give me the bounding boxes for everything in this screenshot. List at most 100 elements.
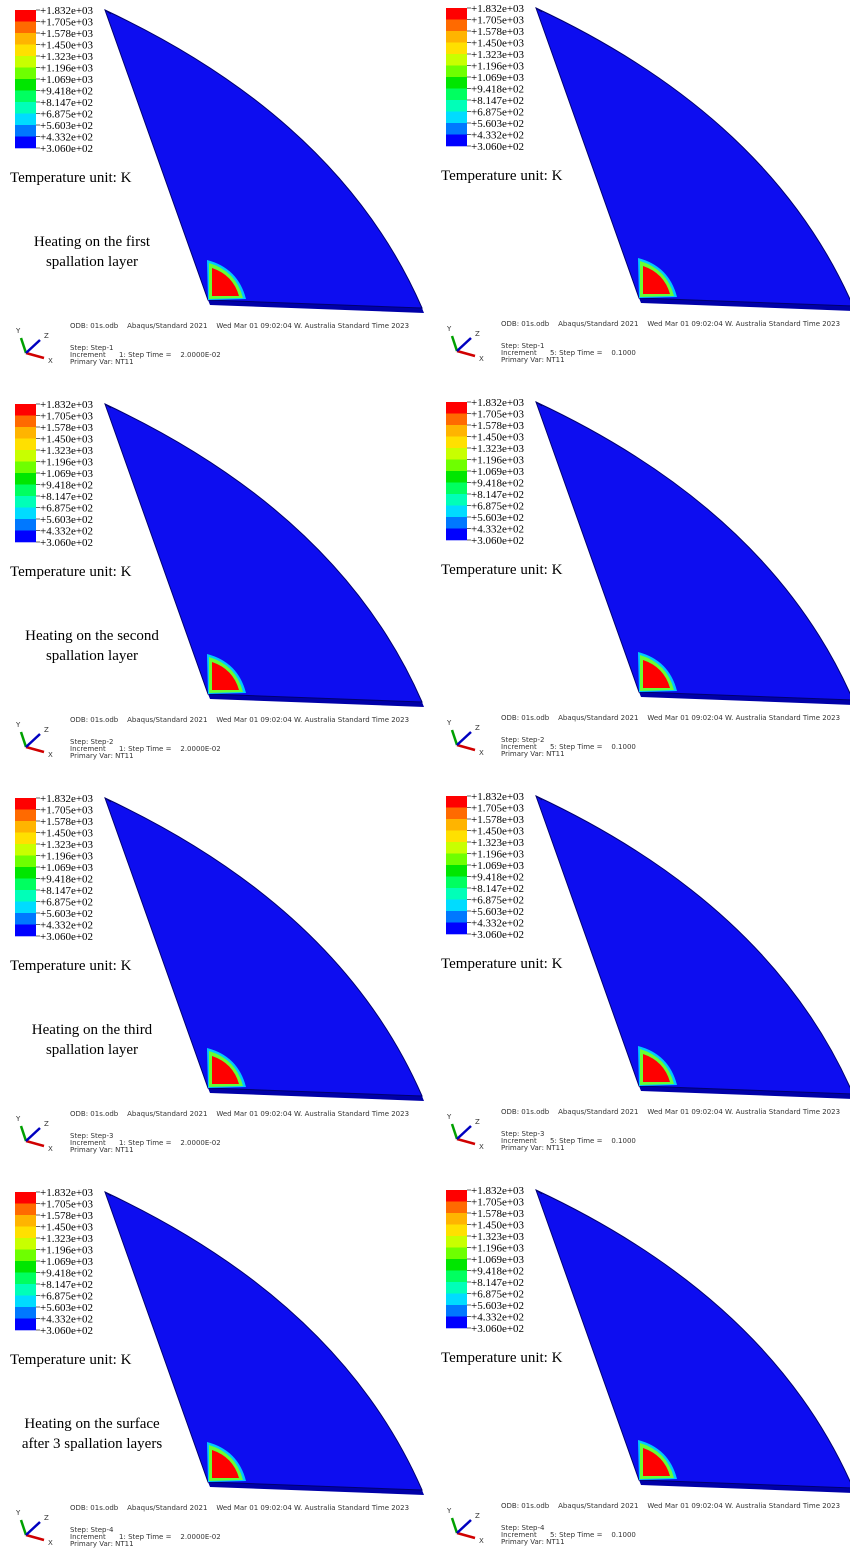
legend-swatch xyxy=(446,900,467,912)
axis-label: Y xyxy=(15,327,21,335)
legend-label: +1.578e+03 xyxy=(471,814,525,826)
axis-z xyxy=(26,340,40,353)
unit-label: Temperature unit: K xyxy=(441,168,563,184)
legend-swatch xyxy=(446,888,467,900)
legend-label: +4.332e+02 xyxy=(471,524,524,536)
panel: +1.832e+03+1.705e+03+1.578e+03+1.450e+03… xyxy=(441,3,850,364)
legend-label: +5.603e+02 xyxy=(40,514,93,526)
legend-swatch xyxy=(15,79,36,91)
legend-swatch xyxy=(15,125,36,137)
legend-label: +3.060e+02 xyxy=(40,143,93,155)
legend-label: +9.418e+02 xyxy=(471,84,524,96)
axis-x xyxy=(26,747,44,752)
legend-label: +4.332e+02 xyxy=(471,918,524,930)
legend-swatch xyxy=(446,842,467,854)
plate xyxy=(536,1190,850,1488)
legend-label: +1.323e+03 xyxy=(471,837,525,849)
axis-label: X xyxy=(48,357,53,365)
figure: +1.832e+03+1.705e+03+1.578e+03+1.450e+03… xyxy=(0,0,850,1551)
legend-label: +1.705e+03 xyxy=(40,1199,94,1211)
legend-swatch xyxy=(446,854,467,866)
legend-swatch xyxy=(15,867,36,879)
legend-swatch xyxy=(446,808,467,820)
legend-label: +1.832e+03 xyxy=(471,397,525,409)
legend-label: +1.832e+03 xyxy=(471,1185,525,1197)
legend-swatch xyxy=(446,43,467,55)
axis-y xyxy=(21,1520,26,1535)
legend-swatch xyxy=(446,448,467,460)
legend-swatch xyxy=(15,1215,36,1227)
legend-label: +6.875e+02 xyxy=(471,895,524,907)
primary-var: Primary Var: NT11 xyxy=(501,750,565,758)
legend-label: +1.450e+03 xyxy=(471,1220,525,1232)
legend-swatch xyxy=(446,1305,467,1317)
legend-swatch xyxy=(15,91,36,103)
axis-label: Z xyxy=(44,1514,49,1522)
primary-var: Primary Var: NT11 xyxy=(501,1144,565,1152)
legend-swatch xyxy=(446,877,467,889)
legend-swatch xyxy=(446,402,467,414)
axis-y xyxy=(452,1518,457,1533)
axis-label: Y xyxy=(446,719,452,727)
unit-label: Temperature unit: K xyxy=(441,562,563,578)
axis-z xyxy=(457,1126,471,1139)
legend-label: +1.705e+03 xyxy=(471,15,525,27)
legend-label: +3.060e+02 xyxy=(40,1325,93,1337)
legend-label: +1.832e+03 xyxy=(40,5,94,17)
caption: after 3 spallation layers xyxy=(22,1436,163,1452)
legend-swatch xyxy=(446,865,467,877)
axis-x xyxy=(26,1535,44,1540)
legend-swatch xyxy=(15,798,36,810)
caption: spallation layer xyxy=(46,254,138,270)
legend-swatch xyxy=(446,923,467,935)
legend-swatch xyxy=(15,1238,36,1250)
legend-label: +8.147e+02 xyxy=(471,95,524,107)
legend-swatch xyxy=(446,819,467,831)
legend-label: +4.332e+02 xyxy=(40,132,93,144)
axis-label: Y xyxy=(446,325,452,333)
axis-x xyxy=(457,745,475,750)
legend-label: +1.832e+03 xyxy=(40,793,94,805)
legend-swatch xyxy=(15,102,36,114)
legend-label: +1.196e+03 xyxy=(471,849,525,861)
legend-label: +1.832e+03 xyxy=(471,3,525,15)
legend-label: +1.450e+03 xyxy=(40,1222,94,1234)
legend-label: +1.323e+03 xyxy=(471,1231,525,1243)
legend-swatch xyxy=(446,89,467,101)
legend-swatch xyxy=(15,416,36,428)
legend-swatch xyxy=(15,450,36,462)
caption: spallation layer xyxy=(46,648,138,664)
legend-swatch xyxy=(15,1204,36,1216)
odb-info: ODB: 01s.odb Abaqus/Standard 2021 Wed Ma… xyxy=(501,714,840,722)
axis-y xyxy=(452,730,457,745)
legend-swatch xyxy=(15,1307,36,1319)
legend-swatch xyxy=(446,414,467,426)
legend-label: +5.603e+02 xyxy=(40,120,93,132)
panel: +1.832e+03+1.705e+03+1.578e+03+1.450e+03… xyxy=(441,791,850,1152)
legend-swatch xyxy=(446,911,467,923)
legend-swatch xyxy=(15,33,36,45)
axis-z xyxy=(26,734,40,747)
primary-var: Primary Var: NT11 xyxy=(70,1146,134,1154)
legend-label: +4.332e+02 xyxy=(471,1312,524,1324)
axis-z xyxy=(457,338,471,351)
primary-var: Primary Var: NT11 xyxy=(70,358,134,366)
legend-label: +9.418e+02 xyxy=(471,1266,524,1278)
legend-label: +1.705e+03 xyxy=(471,1197,525,1209)
legend-label: +1.832e+03 xyxy=(471,791,525,803)
legend-swatch xyxy=(15,890,36,902)
legend-label: +1.323e+03 xyxy=(471,49,525,61)
legend-label: +1.069e+03 xyxy=(471,466,525,478)
axis-y xyxy=(21,1126,26,1141)
legend-swatch xyxy=(446,31,467,43)
unit-label: Temperature unit: K xyxy=(10,564,132,580)
legend-label: +5.603e+02 xyxy=(471,1300,524,1312)
legend-label: +1.450e+03 xyxy=(40,828,94,840)
unit-label: Temperature unit: K xyxy=(10,170,132,186)
legend-swatch xyxy=(15,10,36,22)
legend-swatch xyxy=(15,137,36,149)
axis-y xyxy=(452,336,457,351)
legend-swatch xyxy=(15,404,36,416)
legend-label: +1.069e+03 xyxy=(471,860,525,872)
axis-label: Z xyxy=(475,330,480,338)
